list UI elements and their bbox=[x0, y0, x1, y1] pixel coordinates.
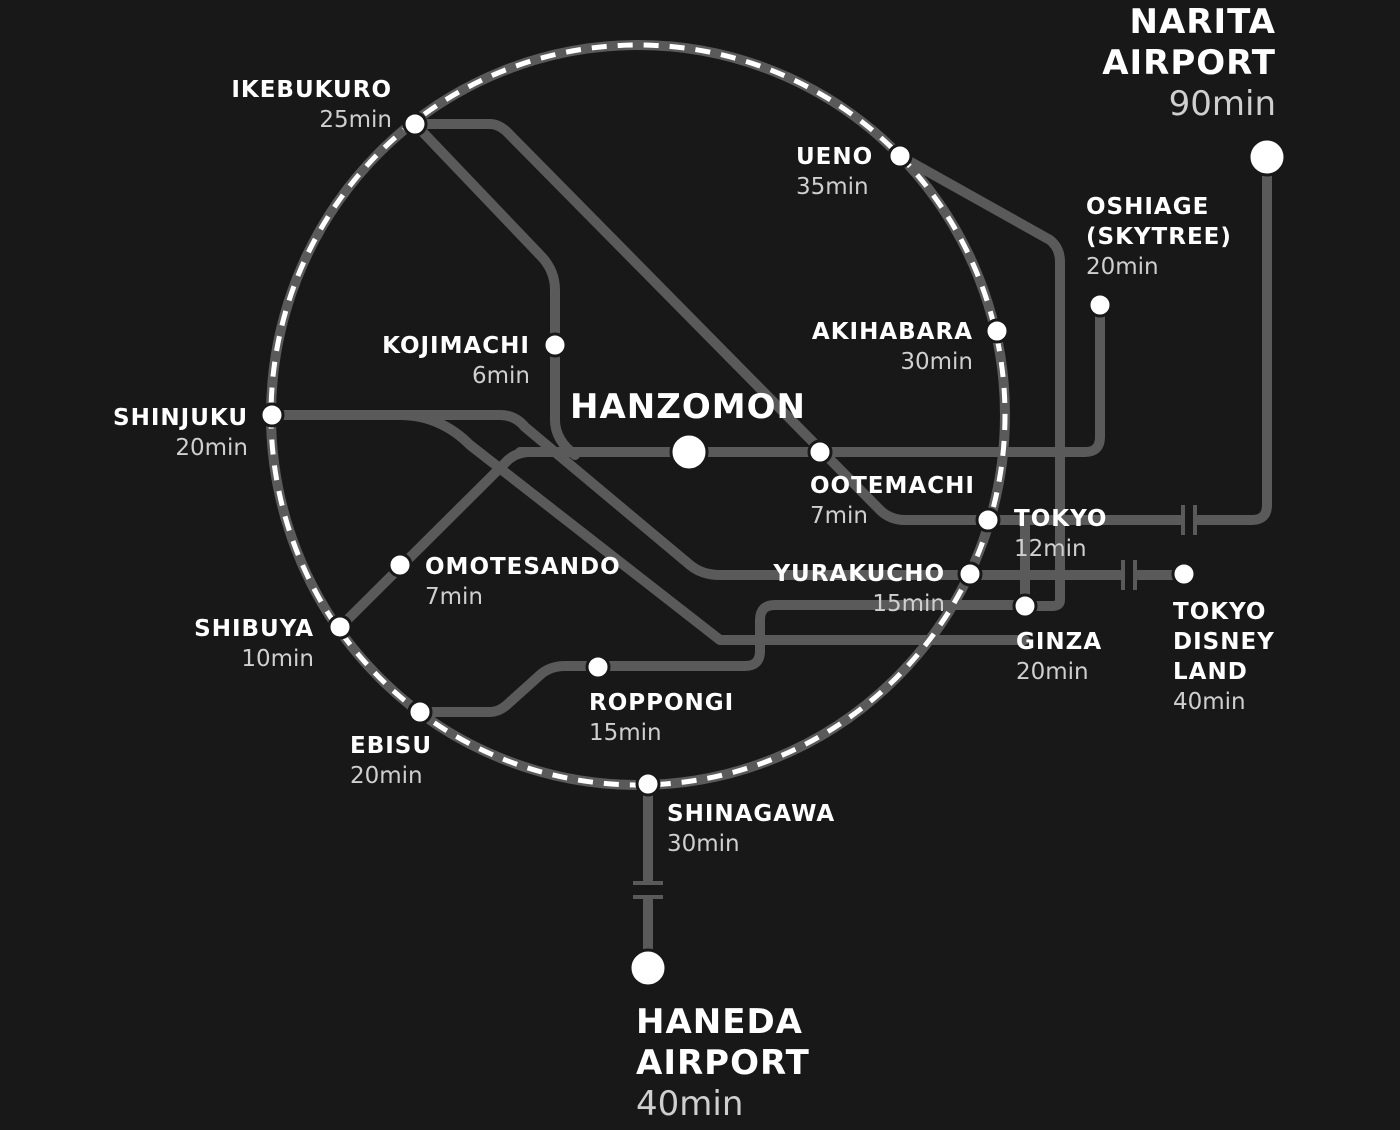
station-dot-ebisu[interactable] bbox=[407, 699, 433, 725]
station-name-line3: LAND bbox=[1173, 659, 1248, 685]
station-dot-shinjuku[interactable] bbox=[259, 402, 285, 428]
station-name: AKIHABARA bbox=[811, 319, 973, 345]
station-label-otemachi: OOTEMACHI 7min bbox=[810, 475, 975, 528]
station-name: EBISU bbox=[350, 733, 433, 759]
station-label-yurakucho: YURAKUCHO 15min bbox=[773, 563, 945, 616]
airport-time: 90min bbox=[1168, 84, 1276, 124]
station-dot-tokyo[interactable] bbox=[975, 507, 1001, 533]
station-dot-hanzomon[interactable] bbox=[669, 432, 709, 472]
station-name: IKEBUKURO bbox=[231, 77, 392, 103]
station-name-line2: (SKYTREE) bbox=[1086, 224, 1232, 250]
airport-name: HANEDA bbox=[636, 1002, 803, 1042]
station-name: GINZA bbox=[1016, 629, 1103, 655]
station-time: 20min bbox=[175, 435, 248, 461]
station-name: OSHIAGE bbox=[1086, 194, 1210, 220]
station-label-shinjuku: SHINJUKU 20min bbox=[113, 407, 248, 460]
station-label-ikebukuro: IKEBUKURO 25min bbox=[231, 79, 392, 132]
station-dot-omotesando[interactable] bbox=[387, 552, 413, 578]
airport-name: NARITA bbox=[1129, 2, 1276, 42]
station-name: YURAKUCHO bbox=[773, 561, 945, 587]
station-time: 30min bbox=[667, 831, 740, 857]
station-label-ueno: UENO 35min bbox=[796, 146, 873, 199]
station-dot-oshiage[interactable] bbox=[1087, 292, 1113, 318]
line-shinjuku-yurakucho bbox=[267, 410, 975, 580]
station-dot-otemachi[interactable] bbox=[807, 439, 833, 465]
station-name: KOJIMACHI bbox=[382, 333, 530, 359]
station-label-shibuya: SHIBUYA 10min bbox=[194, 618, 314, 671]
station-name: TOKYO bbox=[1173, 599, 1267, 625]
airport-time: 40min bbox=[636, 1084, 744, 1124]
airport-label-haneda: HANEDA AIRPORT 40min bbox=[636, 1002, 810, 1125]
station-name: UENO bbox=[796, 144, 874, 170]
line-hanzomon-oshiage bbox=[515, 300, 1105, 457]
station-label-omotesando: OMOTESANDO 7min bbox=[425, 556, 621, 609]
airport-name-line2: AIRPORT bbox=[1102, 43, 1276, 83]
station-dot-yurakucho[interactable] bbox=[957, 561, 983, 587]
station-label-ginza: GINZA 20min bbox=[1016, 631, 1102, 684]
station-dot-haneda[interactable] bbox=[628, 948, 668, 988]
station-name: TOKYO bbox=[1014, 506, 1108, 532]
station-label-akihabara: AKIHABARA 30min bbox=[812, 321, 973, 374]
station-dot-ikebukuro[interactable] bbox=[402, 111, 428, 137]
station-time: 25min bbox=[319, 107, 392, 133]
station-time: 15min bbox=[872, 591, 945, 617]
station-label-shinagawa: SHINAGAWA 30min bbox=[667, 803, 835, 856]
line-tokyo-narita bbox=[983, 152, 1272, 525]
station-dot-ginza[interactable] bbox=[1012, 593, 1038, 619]
station-dot-disney[interactable] bbox=[1171, 561, 1197, 587]
station-time: 20min bbox=[1016, 659, 1089, 685]
airport-name-line2: AIRPORT bbox=[636, 1043, 810, 1083]
station-label-ebisu: EBISU 20min bbox=[350, 735, 432, 788]
station-name: ROPPONGI bbox=[589, 690, 735, 716]
line-shibuya-hanzomon bbox=[335, 447, 535, 632]
station-label-disney: TOKYO DISNEY LAND 40min bbox=[1173, 601, 1275, 714]
station-dot-narita[interactable] bbox=[1247, 137, 1287, 177]
hanzomon-label: HANZOMON bbox=[570, 387, 806, 427]
station-label-kojimachi: KOJIMACHI 6min bbox=[382, 335, 530, 388]
station-time: 30min bbox=[900, 349, 973, 375]
station-name: SHIBUYA bbox=[194, 616, 314, 642]
station-dot-akihabara[interactable] bbox=[984, 318, 1010, 344]
station-time: 35min bbox=[796, 174, 869, 200]
station-name: SHINJUKU bbox=[113, 405, 248, 431]
station-name-line2: DISNEY bbox=[1173, 629, 1275, 655]
station-dot-ueno[interactable] bbox=[887, 143, 913, 169]
station-time: 10min bbox=[241, 646, 314, 672]
station-label-tokyo: TOKYO 12min bbox=[1014, 508, 1107, 561]
station-time: 20min bbox=[1086, 254, 1159, 280]
station-name: SHINAGAWA bbox=[667, 801, 836, 827]
station-label-oshiage: OSHIAGE (SKYTREE) 20min bbox=[1086, 196, 1232, 279]
line-shinjuku-ginza bbox=[267, 410, 1030, 645]
station-time: 12min bbox=[1014, 536, 1087, 562]
line-ikebukuro-tokyo bbox=[410, 119, 993, 525]
line-ikebukuro-shibuya-route bbox=[410, 119, 580, 460]
station-time: 7min bbox=[425, 584, 484, 610]
station-time: 20min bbox=[350, 763, 423, 789]
station-dot-shinagawa[interactable] bbox=[635, 771, 661, 797]
station-time: 40min bbox=[1173, 689, 1246, 715]
station-dot-kojimachi[interactable] bbox=[542, 332, 568, 358]
station-name: OMOTESANDO bbox=[425, 554, 621, 580]
line-ebisu-ginza bbox=[415, 600, 1030, 717]
station-name: OOTEMACHI bbox=[810, 473, 975, 499]
line-ueno-ginza bbox=[895, 151, 1065, 611]
airport-label-narita: NARITA AIRPORT 90min bbox=[1102, 2, 1276, 125]
station-dot-roppongi[interactable] bbox=[585, 654, 611, 680]
station-dot-shibuya[interactable] bbox=[327, 614, 353, 640]
station-time: 7min bbox=[810, 503, 869, 529]
station-time: 15min bbox=[589, 720, 662, 746]
station-time: 6min bbox=[471, 363, 530, 389]
station-label-roppongi: ROPPONGI 15min bbox=[589, 692, 734, 745]
